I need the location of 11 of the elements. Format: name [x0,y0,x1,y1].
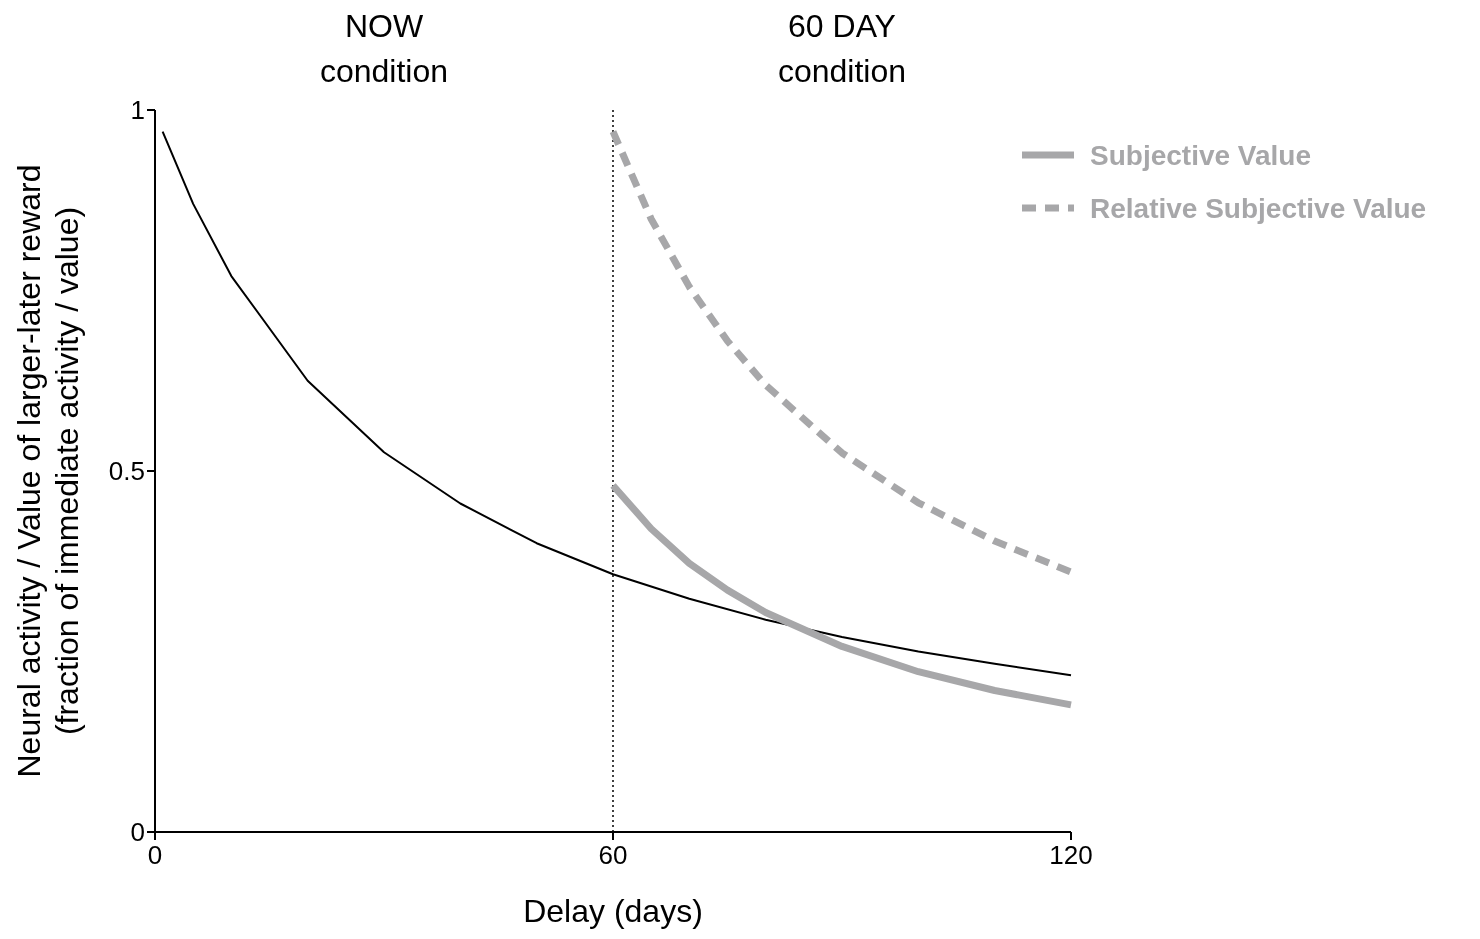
x-tick-label: 120 [1049,840,1093,870]
x-tick-label: 60 [598,840,628,870]
text: NOW condition [319,8,449,89]
legend-label: Relative Subjective Value [1090,193,1427,224]
y-tick-label: 0.5 [108,456,145,486]
y-axis-title: Neural activity / Value of larger-later reward (fraction of immediate activity / value) [11,164,85,778]
x-axis-title: Delay (days) [523,893,703,929]
text: 60 DAY condition [777,8,907,89]
y-tick-label: 1 [130,95,145,125]
y-tick-label: 0 [130,817,145,847]
legend-label: Subjective Value [1090,140,1311,171]
